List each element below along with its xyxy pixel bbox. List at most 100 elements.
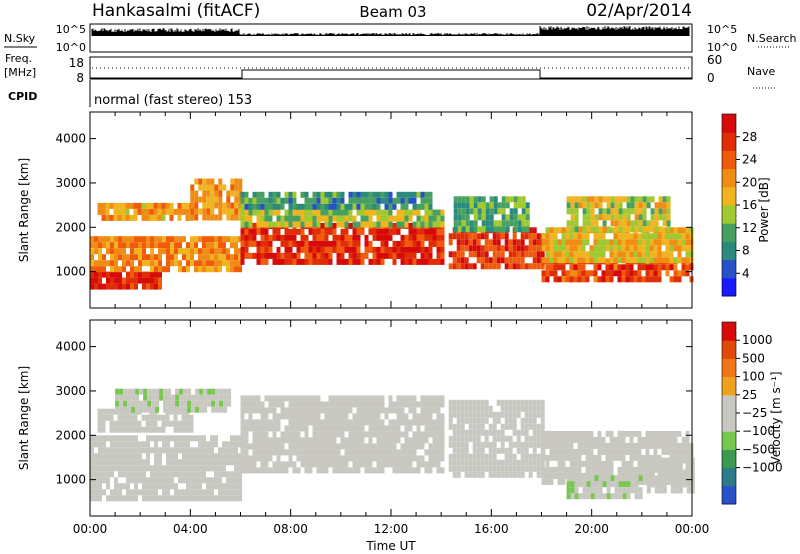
power-cell bbox=[456, 233, 461, 240]
power-cell bbox=[218, 214, 223, 221]
power-cell bbox=[260, 240, 265, 247]
velocity-cell bbox=[154, 453, 158, 460]
velocity-cell bbox=[553, 454, 558, 461]
velocity-cell bbox=[198, 477, 202, 484]
power-cell bbox=[481, 202, 486, 209]
velocity-cell bbox=[500, 423, 505, 430]
velocity-cell bbox=[678, 481, 683, 488]
power-cell bbox=[646, 196, 651, 203]
velocity-cell bbox=[182, 489, 186, 496]
velocity-cell bbox=[392, 455, 397, 462]
power-cell bbox=[292, 209, 297, 216]
velocity-cell bbox=[610, 481, 615, 488]
power-cell bbox=[372, 258, 377, 265]
velocity-cell bbox=[150, 483, 154, 490]
velocity-cell bbox=[609, 454, 614, 461]
power-cell bbox=[292, 191, 297, 198]
velocity-cell bbox=[114, 447, 118, 454]
velocity-cell bbox=[690, 481, 695, 488]
velocity-cell bbox=[137, 420, 142, 427]
velocity-cell bbox=[460, 447, 465, 454]
power-cell bbox=[272, 252, 277, 259]
power-cell bbox=[468, 233, 473, 240]
power-cell bbox=[94, 283, 98, 290]
velocity-colorbar-tick-label: −500 bbox=[742, 442, 775, 456]
velocity-cell bbox=[115, 406, 120, 413]
velocity-cell bbox=[452, 423, 457, 430]
velocity-cell bbox=[352, 467, 357, 474]
power-cell bbox=[493, 226, 498, 233]
power-cell bbox=[412, 228, 417, 235]
power-cell bbox=[364, 191, 369, 198]
velocity-cell bbox=[566, 493, 571, 500]
velocity-cell bbox=[214, 483, 218, 490]
velocity-cell bbox=[159, 394, 164, 401]
velocity-cell bbox=[90, 489, 94, 496]
power-cell bbox=[380, 215, 385, 222]
velocity-cell bbox=[476, 471, 481, 478]
power-cell bbox=[106, 283, 110, 290]
velocity-cell bbox=[316, 395, 321, 402]
velocity-cell bbox=[222, 465, 226, 472]
power-cell bbox=[637, 245, 642, 252]
velocity-cell bbox=[344, 395, 349, 402]
velocity-cell bbox=[686, 463, 691, 470]
velocity-cell bbox=[126, 459, 130, 466]
velocity-cell bbox=[115, 394, 120, 401]
power-cell bbox=[268, 246, 273, 253]
velocity-cell bbox=[440, 437, 445, 444]
power-cell bbox=[650, 214, 655, 221]
power-cell bbox=[210, 208, 215, 215]
power-cell bbox=[149, 214, 154, 221]
power-cell bbox=[629, 264, 634, 271]
power-cell bbox=[496, 245, 501, 252]
velocity-cell bbox=[126, 465, 130, 472]
velocity-cell bbox=[170, 453, 174, 460]
velocity-cell bbox=[613, 454, 618, 461]
power-cell bbox=[469, 220, 474, 227]
velocity-cell bbox=[601, 460, 606, 467]
velocity-cell bbox=[162, 489, 166, 496]
power-cell bbox=[424, 246, 429, 253]
velocity-cell bbox=[312, 419, 317, 426]
velocity-cell bbox=[143, 394, 148, 401]
power-cell bbox=[440, 228, 445, 235]
power-cell bbox=[126, 277, 130, 284]
velocity-cell bbox=[376, 449, 381, 456]
power-cell bbox=[206, 266, 210, 273]
velocity-cell bbox=[202, 447, 206, 454]
power-cell bbox=[570, 214, 575, 221]
velocity-cell bbox=[400, 443, 405, 450]
station-title: Hankasalmi (fitACF) bbox=[92, 1, 260, 21]
power-cell bbox=[256, 203, 261, 210]
velocity-cell bbox=[512, 405, 517, 412]
power-cell bbox=[404, 197, 409, 204]
power-cell bbox=[296, 246, 301, 253]
velocity-cell bbox=[674, 469, 679, 476]
power-cell bbox=[292, 252, 297, 259]
velocity-cell bbox=[230, 489, 234, 496]
power-cell bbox=[673, 264, 678, 271]
velocity-cell bbox=[332, 401, 337, 408]
velocity-cell bbox=[364, 467, 369, 474]
velocity-cell bbox=[520, 441, 525, 448]
velocity-cell bbox=[372, 431, 377, 438]
velocity-cell bbox=[609, 448, 614, 455]
power-cell bbox=[372, 209, 377, 216]
power-cell bbox=[481, 208, 486, 215]
power-cell bbox=[681, 233, 686, 240]
velocity-cell bbox=[512, 411, 517, 418]
velocity-cell bbox=[678, 457, 683, 464]
velocity-cell bbox=[412, 467, 417, 474]
velocity-cell bbox=[252, 419, 257, 426]
velocity-cell bbox=[404, 455, 409, 462]
velocity-cell bbox=[352, 437, 357, 444]
power-cell bbox=[238, 248, 242, 255]
power-cell bbox=[226, 248, 230, 255]
velocity-cell bbox=[181, 426, 186, 433]
velocity-cell bbox=[356, 467, 361, 474]
velocity-cell bbox=[472, 453, 477, 460]
velocity-cell bbox=[142, 459, 146, 466]
power-cell bbox=[202, 266, 206, 273]
velocity-cell bbox=[432, 449, 437, 456]
